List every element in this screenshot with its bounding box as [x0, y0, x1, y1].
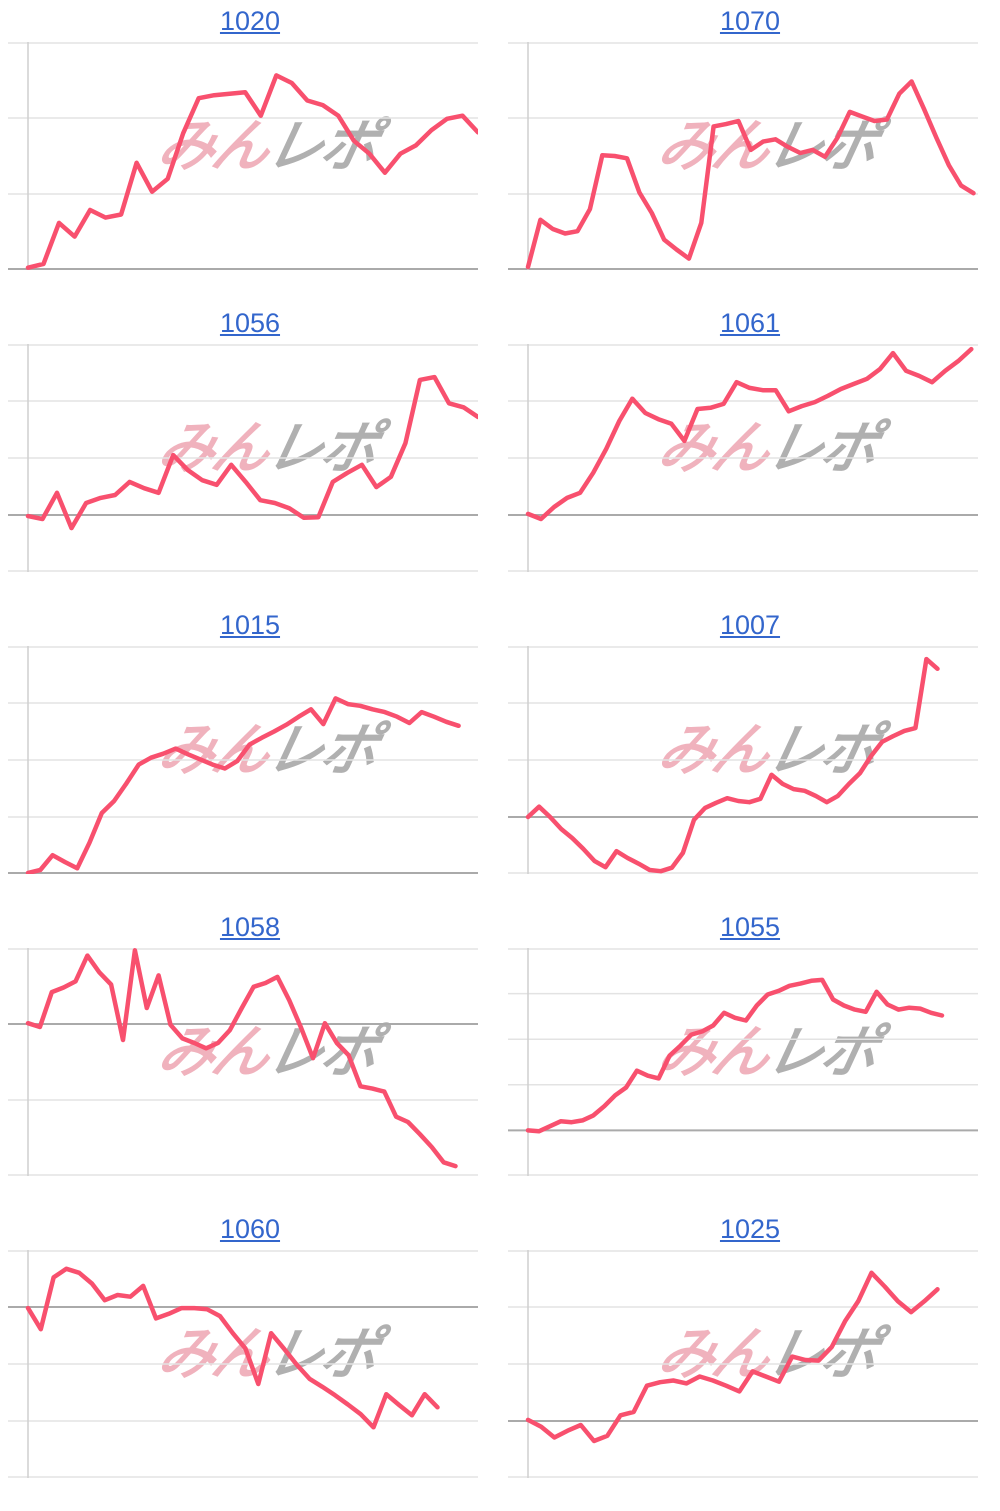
chart-title-link[interactable]: 1007	[719, 610, 781, 640]
grid-svg	[8, 1250, 478, 1478]
grid-svg	[508, 42, 978, 270]
data-line	[525, 1270, 940, 1444]
chart-cell: 1025 みんレポ	[500, 1208, 1000, 1510]
grid-svg	[508, 948, 978, 1176]
chart-cell: 1058 みんレポ	[0, 906, 500, 1208]
chart-cell: 1015 みんレポ	[0, 604, 500, 906]
grid-svg	[8, 948, 478, 1176]
chart-title-link[interactable]: 1070	[719, 6, 781, 36]
line-svg	[25, 374, 478, 531]
data-line	[525, 977, 945, 1134]
chart-plot: みんレポ	[8, 646, 478, 874]
chart-cell: 1060 みんレポ	[0, 1208, 500, 1510]
chart-title-link[interactable]: 1060	[219, 1214, 281, 1244]
chart-title-link[interactable]: 1015	[219, 610, 281, 640]
chart-plot: みんレポ	[508, 646, 978, 874]
data-line	[25, 73, 478, 270]
chart-title: 1020	[0, 0, 500, 40]
chart-title-link[interactable]: 1020	[219, 6, 281, 36]
chart-plot: みんレポ	[508, 1250, 978, 1478]
chart-title: 1025	[500, 1208, 1000, 1248]
grid-svg	[508, 344, 978, 572]
chart-title-link[interactable]: 1055	[719, 912, 781, 942]
chart-plot: みんレポ	[8, 1250, 478, 1478]
data-line	[525, 79, 976, 270]
chart-plot: みんレポ	[508, 344, 978, 572]
chart-title: 1055	[500, 906, 1000, 946]
chart-title: 1007	[500, 604, 1000, 644]
line-svg	[525, 1270, 940, 1444]
chart-title: 1070	[500, 0, 1000, 40]
grid-svg	[8, 646, 478, 874]
chart-cell: 1056 みんレポ	[0, 302, 500, 604]
chart-plot: みんレポ	[8, 948, 478, 1176]
chart-title: 1058	[0, 906, 500, 946]
data-line	[25, 696, 461, 874]
data-line	[525, 656, 940, 874]
chart-title-link[interactable]: 1056	[219, 308, 281, 338]
chart-cell: 1007 みんレポ	[500, 604, 1000, 906]
grid-svg	[8, 42, 478, 270]
data-line	[25, 1266, 440, 1430]
chart-title-link[interactable]: 1061	[719, 308, 781, 338]
data-line	[25, 948, 458, 1169]
chart-cell: 1055 みんレポ	[500, 906, 1000, 1208]
chart-plot: みんレポ	[8, 42, 478, 270]
line-svg	[25, 73, 478, 270]
data-line	[525, 346, 974, 522]
line-svg	[25, 696, 461, 874]
chart-title: 1056	[0, 302, 500, 342]
line-svg	[525, 79, 976, 270]
chart-cell: 1020 みんレポ	[0, 0, 500, 302]
grid-svg	[508, 1250, 978, 1478]
line-svg	[25, 1266, 440, 1430]
data-line	[25, 374, 478, 531]
chart-title-link[interactable]: 1025	[719, 1214, 781, 1244]
chart-plot: みんレポ	[508, 42, 978, 270]
chart-title: 1060	[0, 1208, 500, 1248]
line-svg	[525, 346, 974, 522]
line-svg	[525, 656, 940, 874]
chart-cell: 1070 みんレポ	[500, 0, 1000, 302]
grid-svg	[508, 646, 978, 874]
chart-plot: みんレポ	[508, 948, 978, 1176]
line-svg	[525, 977, 945, 1134]
chart-title-link[interactable]: 1058	[219, 912, 281, 942]
line-svg	[25, 948, 458, 1169]
chart-plot: みんレポ	[8, 344, 478, 572]
chart-title: 1061	[500, 302, 1000, 342]
chart-title: 1015	[0, 604, 500, 644]
chart-cell: 1061 みんレポ	[500, 302, 1000, 604]
